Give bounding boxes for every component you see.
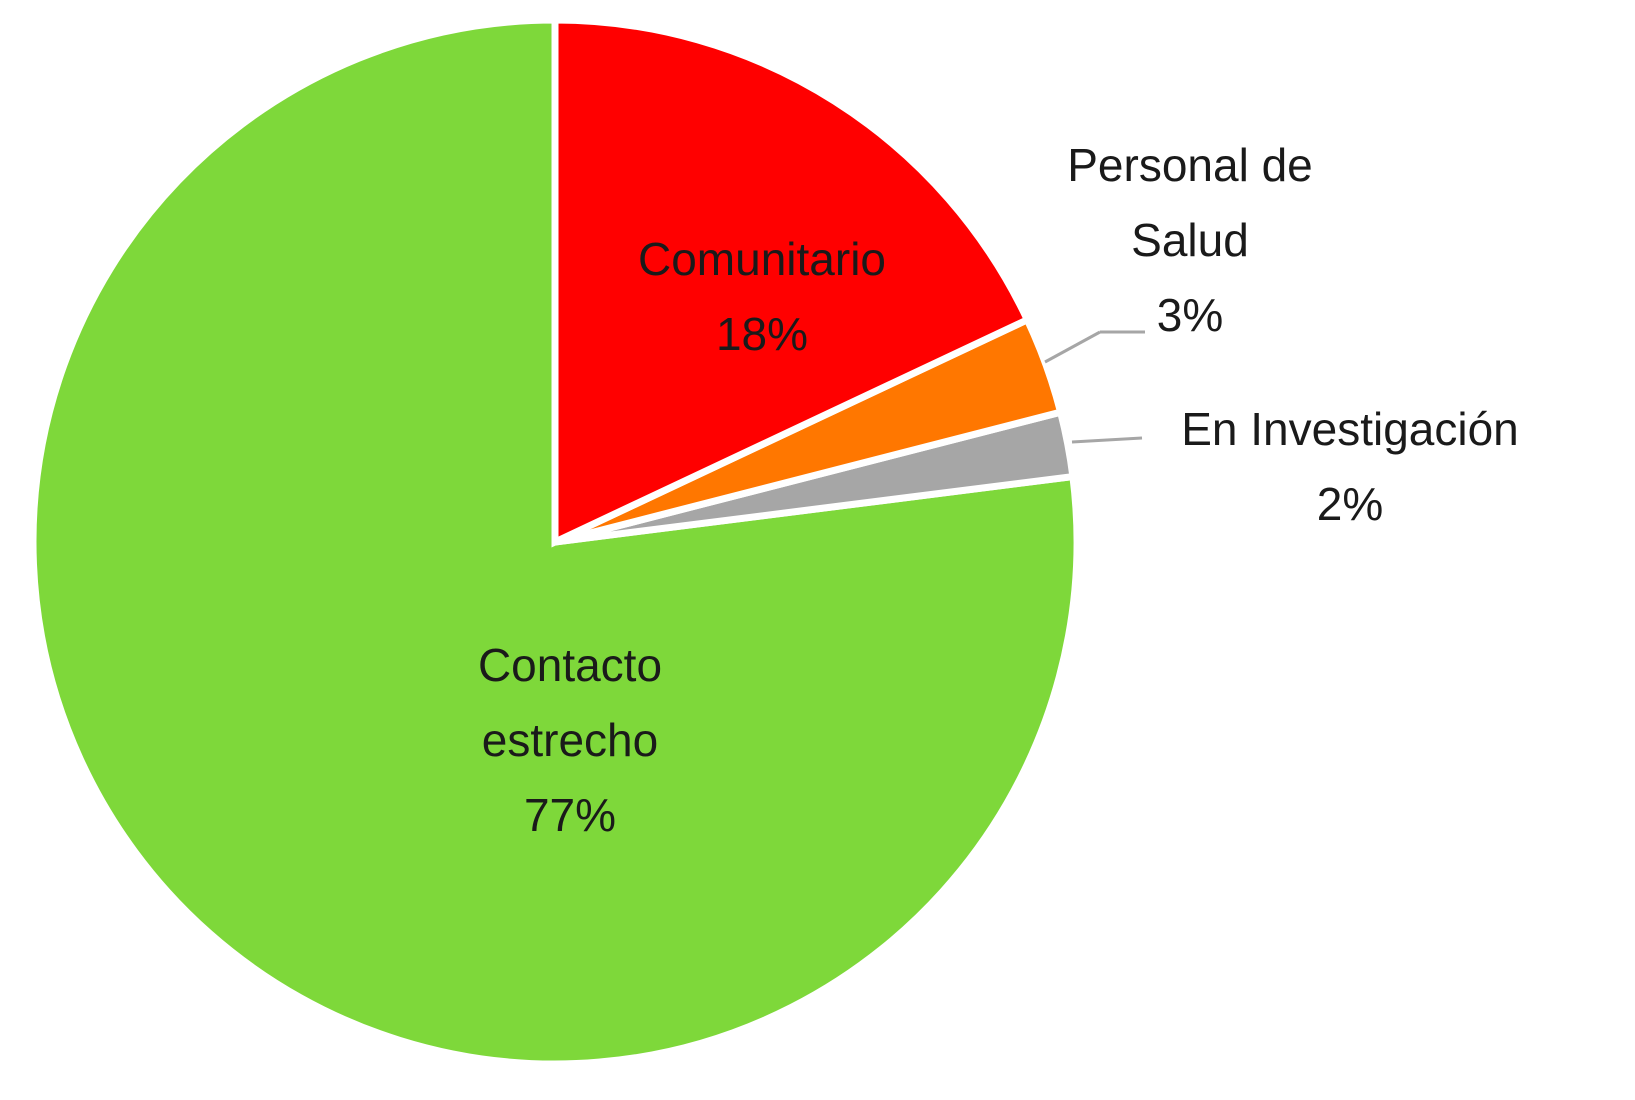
leader-line <box>1044 330 1101 364</box>
value-label: 2% <box>1316 478 1384 530</box>
data-label: En Investigación 2% <box>1130 392 1570 542</box>
category-label: Personal de Salud <box>1067 139 1313 266</box>
data-label: Contacto estrecho 77% <box>420 628 720 853</box>
value-label: 18% <box>715 308 809 360</box>
data-label: Comunitario 18% <box>562 222 962 372</box>
value-label: 77% <box>523 789 617 841</box>
pie-slice <box>551 16 1032 548</box>
leader-line <box>1071 436 1143 444</box>
value-label: 3% <box>1156 289 1224 341</box>
category-label: Comunitario <box>638 233 886 285</box>
category-label: Contacto estrecho <box>477 639 663 766</box>
category-label: En Investigación <box>1181 403 1519 455</box>
data-label: Personal de Salud 3% <box>1010 128 1370 353</box>
